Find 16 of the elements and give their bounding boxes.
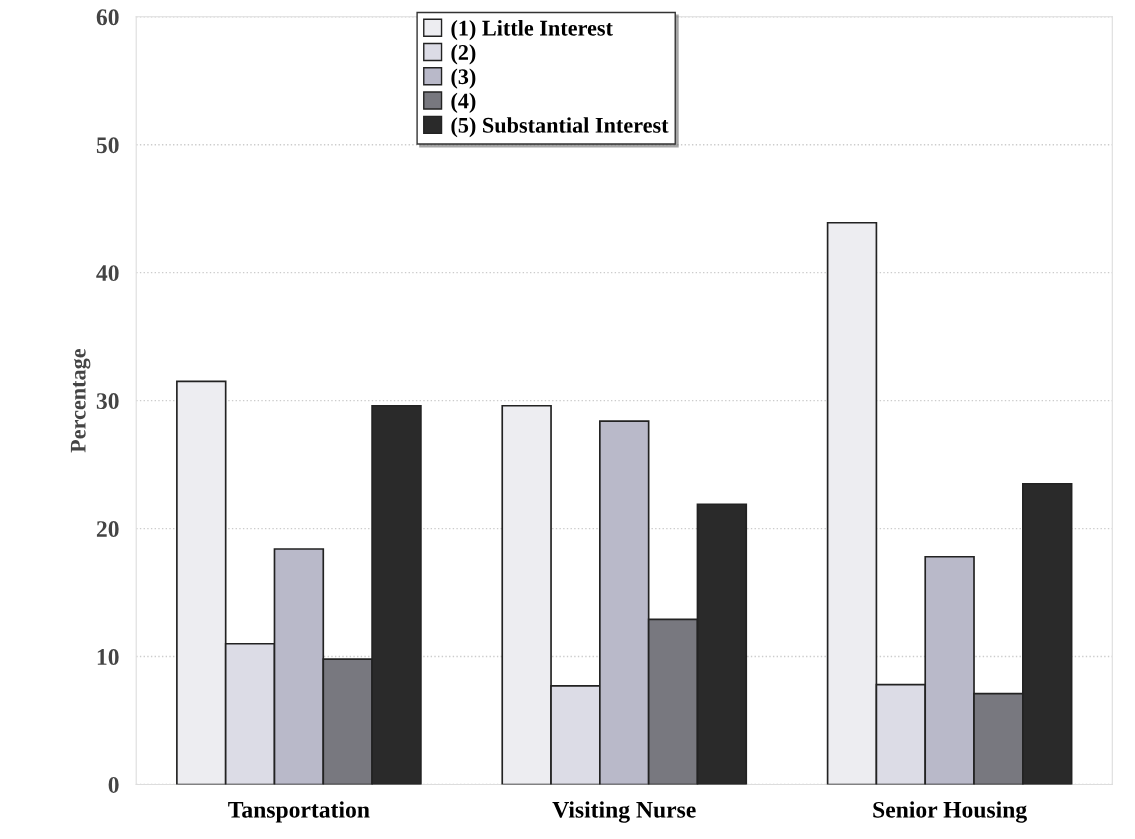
- x-tick-label: Tansportation: [228, 801, 370, 823]
- legend-label: (2): [451, 44, 476, 65]
- y-tick-label: 50: [96, 137, 119, 154]
- legend-label: (5) Substantial Interest: [451, 117, 669, 138]
- y-tick-label: 0: [108, 776, 119, 793]
- legend-label: (3): [451, 68, 476, 89]
- x-tick-label: Senior Housing: [873, 801, 1027, 823]
- y-tick-label: 60: [96, 9, 119, 26]
- y-tick-label: 10: [97, 649, 119, 665]
- y-tick-label: 30: [96, 393, 119, 410]
- y-tick-label: 20: [96, 521, 119, 537]
- legend-label: (4): [451, 92, 476, 114]
- legend-label: (1) Little Interest: [451, 20, 613, 41]
- y-tick-label: 40: [96, 265, 119, 282]
- y-axis-title: Percentage: [70, 348, 91, 453]
- x-tick-label: Visiting Nurse: [552, 801, 696, 823]
